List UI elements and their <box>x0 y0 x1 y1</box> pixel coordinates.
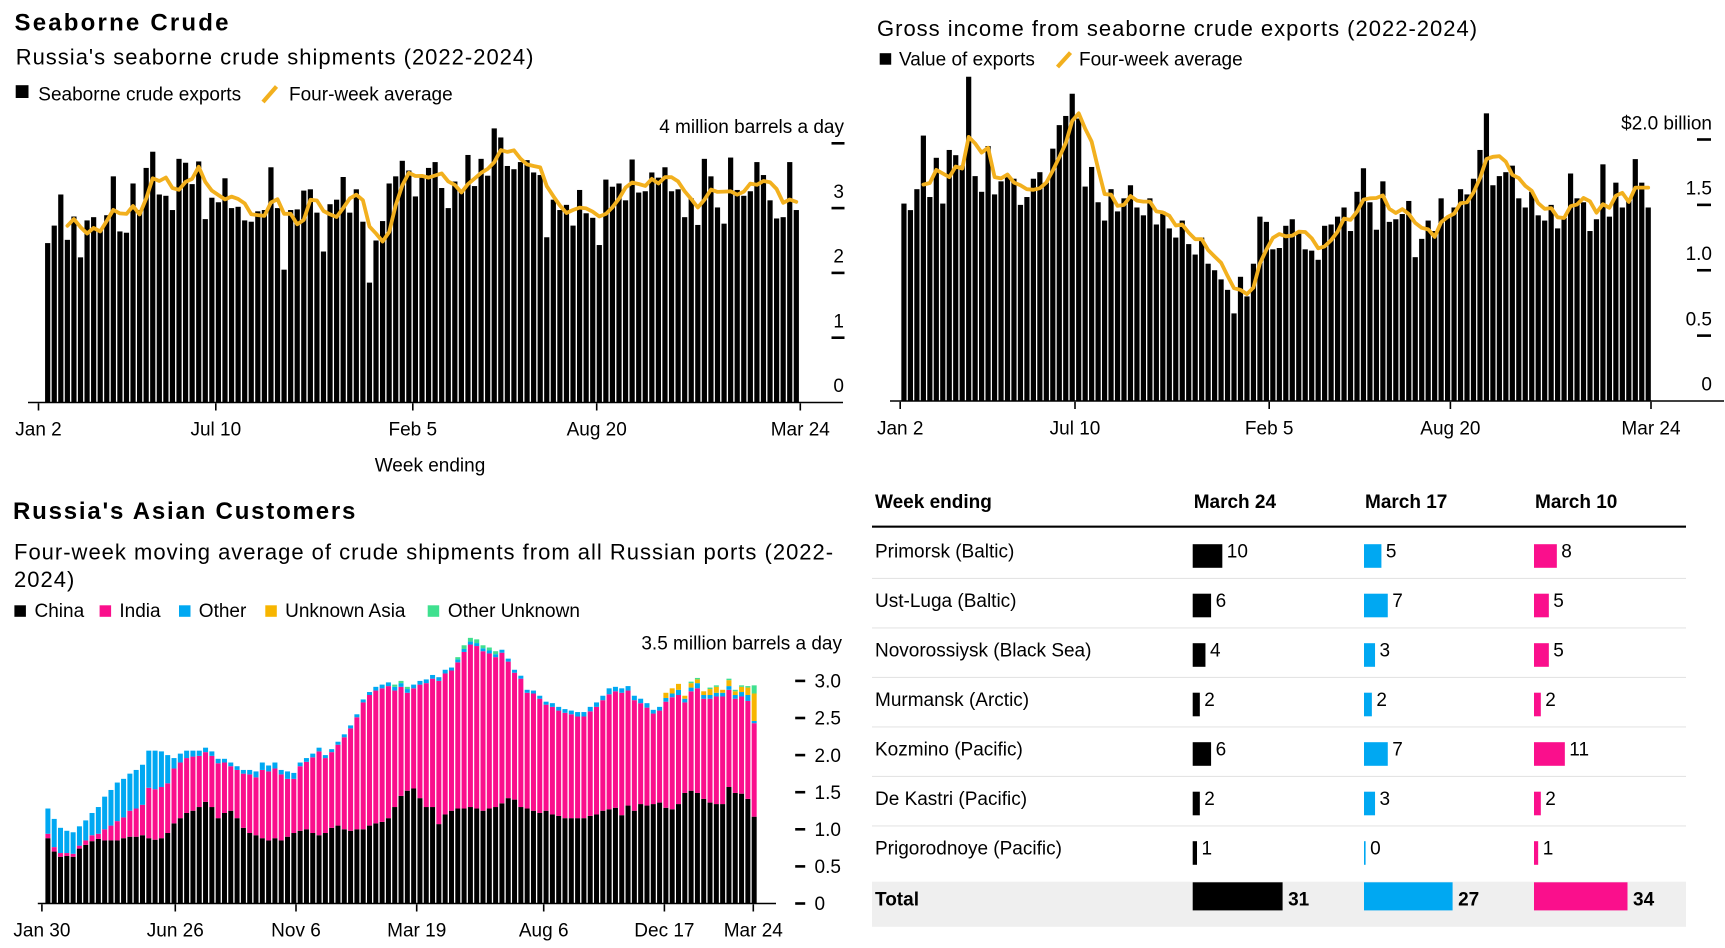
svg-text:Russia's Asian Customers: Russia's Asian Customers <box>13 498 357 525</box>
svg-text:5: 5 <box>1553 641 1564 662</box>
svg-text:3.0: 3.0 <box>815 672 841 693</box>
svg-text:2: 2 <box>833 247 844 268</box>
svg-text:Jan 30: Jan 30 <box>13 921 70 942</box>
svg-text:2.5: 2.5 <box>815 709 841 730</box>
svg-text:Prigorodnoye (Pacific): Prigorodnoye (Pacific) <box>875 839 1062 860</box>
svg-text:0: 0 <box>1701 375 1712 396</box>
svg-text:Unknown Asia: Unknown Asia <box>285 601 406 622</box>
svg-text:Gross income from seaborne cru: Gross income from seaborne crude exports… <box>877 16 1478 41</box>
svg-text:Jul 10: Jul 10 <box>1050 419 1101 440</box>
svg-text:7: 7 <box>1392 740 1403 761</box>
svg-text:Mar 19: Mar 19 <box>387 921 446 942</box>
svg-text:Week ending: Week ending <box>375 456 486 477</box>
svg-text:2024): 2024) <box>14 567 75 592</box>
svg-text:March 17: March 17 <box>1365 492 1447 513</box>
svg-text:0: 0 <box>833 376 844 397</box>
svg-text:China: China <box>35 601 85 622</box>
svg-text:Nov 6: Nov 6 <box>271 921 321 942</box>
svg-text:0.5: 0.5 <box>815 857 841 878</box>
svg-text:3: 3 <box>1380 641 1391 662</box>
svg-text:Mar 24: Mar 24 <box>1621 419 1681 440</box>
svg-text:Feb 5: Feb 5 <box>1245 419 1294 440</box>
svg-text:1.0: 1.0 <box>1686 244 1712 265</box>
svg-text:0.5: 0.5 <box>1686 309 1712 330</box>
svg-text:$2.0 billion: $2.0 billion <box>1621 113 1712 134</box>
svg-text:1: 1 <box>1202 839 1213 860</box>
svg-text:0: 0 <box>815 894 826 915</box>
svg-text:Aug 20: Aug 20 <box>567 420 627 441</box>
svg-text:Total: Total <box>875 889 919 910</box>
svg-text:Seaborne crude exports: Seaborne crude exports <box>38 84 241 105</box>
svg-text:8: 8 <box>1561 542 1572 563</box>
svg-text:4 million barrels a day: 4 million barrels a day <box>659 117 844 138</box>
svg-text:31: 31 <box>1288 889 1310 910</box>
svg-text:4: 4 <box>1210 641 1221 662</box>
svg-text:Four-week average: Four-week average <box>1079 50 1243 71</box>
svg-text:Seaborne Crude: Seaborne Crude <box>15 10 231 37</box>
svg-text:2: 2 <box>1545 789 1556 810</box>
svg-text:Kozmino (Pacific): Kozmino (Pacific) <box>875 740 1023 761</box>
svg-text:3: 3 <box>833 182 844 203</box>
svg-text:0: 0 <box>1370 839 1381 860</box>
svg-text:11: 11 <box>1569 740 1589 761</box>
svg-text:3.5 million barrels a day: 3.5 million barrels a day <box>641 634 842 655</box>
svg-text:2: 2 <box>1376 690 1387 711</box>
svg-text:3: 3 <box>1380 789 1391 810</box>
svg-text:India: India <box>119 601 161 622</box>
svg-text:Jan 2: Jan 2 <box>877 419 923 440</box>
svg-text:Primorsk (Baltic): Primorsk (Baltic) <box>875 542 1014 563</box>
svg-text:De Kastri (Pacific): De Kastri (Pacific) <box>875 789 1027 810</box>
svg-text:March 24: March 24 <box>1194 492 1277 513</box>
svg-text:34: 34 <box>1633 889 1655 910</box>
svg-text:Jun 26: Jun 26 <box>147 921 204 942</box>
svg-text:Mar 24: Mar 24 <box>724 921 784 942</box>
svg-text:10: 10 <box>1227 542 1248 563</box>
svg-text:Other Unknown: Other Unknown <box>448 601 580 622</box>
svg-text:Dec 17: Dec 17 <box>634 921 694 942</box>
svg-text:1.5: 1.5 <box>1686 179 1712 200</box>
svg-text:5: 5 <box>1553 591 1564 612</box>
svg-text:1.5: 1.5 <box>815 783 841 804</box>
svg-text:Murmansk (Arctic): Murmansk (Arctic) <box>875 690 1029 711</box>
svg-text:Other: Other <box>199 601 247 622</box>
svg-text:March 10: March 10 <box>1535 492 1617 513</box>
svg-text:1: 1 <box>1543 839 1554 860</box>
svg-text:27: 27 <box>1458 889 1479 910</box>
svg-text:Feb 5: Feb 5 <box>389 420 438 441</box>
svg-text:2.0: 2.0 <box>815 746 841 767</box>
svg-text:2: 2 <box>1204 690 1215 711</box>
svg-text:1: 1 <box>833 312 844 333</box>
svg-text:Ust-Luga (Baltic): Ust-Luga (Baltic) <box>875 591 1017 612</box>
svg-text:Novorossiysk (Black Sea): Novorossiysk (Black Sea) <box>875 641 1091 662</box>
svg-text:Russia's seaborne crude shipme: Russia's seaborne crude shipments (2022-… <box>16 44 535 69</box>
svg-text:Value of exports: Value of exports <box>899 50 1035 71</box>
svg-text:Jan 2: Jan 2 <box>15 420 61 441</box>
svg-text:6: 6 <box>1216 740 1227 761</box>
svg-text:2: 2 <box>1204 789 1215 810</box>
svg-text:5: 5 <box>1386 542 1397 563</box>
svg-text:Aug 6: Aug 6 <box>519 921 569 942</box>
svg-text:Week ending: Week ending <box>875 492 992 513</box>
svg-text:6: 6 <box>1216 591 1227 612</box>
svg-text:1.0: 1.0 <box>815 820 841 841</box>
svg-text:Jul 10: Jul 10 <box>190 420 241 441</box>
svg-text:Four-week moving average of cr: Four-week moving average of crude shipme… <box>14 540 834 565</box>
svg-text:Mar 24: Mar 24 <box>771 420 831 441</box>
svg-text:Four-week average: Four-week average <box>289 84 453 105</box>
svg-text:2: 2 <box>1545 690 1556 711</box>
svg-text:Aug 20: Aug 20 <box>1420 419 1480 440</box>
svg-text:7: 7 <box>1392 591 1403 612</box>
